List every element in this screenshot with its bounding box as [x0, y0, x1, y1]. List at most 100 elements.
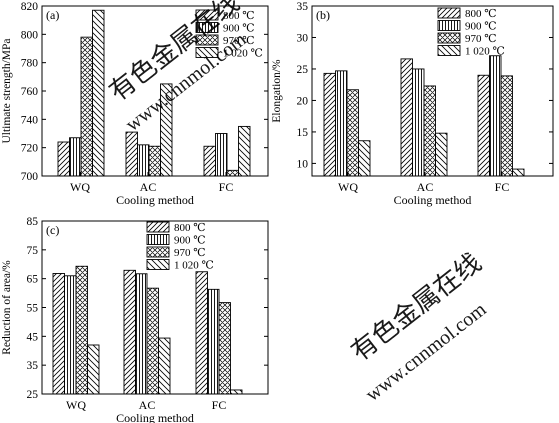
bar-ac-series-3: [158, 337, 171, 395]
bar-wq-series-1: [69, 137, 82, 177]
y-tick-label: 55: [27, 303, 39, 315]
bar-fc-series-3: [230, 389, 243, 395]
panel-label: (a): [46, 8, 59, 22]
legend-label: 1 020 ℃: [174, 260, 214, 272]
bar-ac-series-1: [412, 68, 425, 177]
chart-panel-c: 25 35 45 55 65 75 85 (c) Reduction of area/% Cool…: [1, 216, 269, 423]
x-tick-label: WQ: [66, 398, 86, 412]
y-tick-label: 85: [27, 216, 39, 228]
y-tick-label: 740: [21, 114, 39, 126]
y-tick-label: 820: [21, 1, 39, 13]
y-tick-label: 700: [21, 171, 39, 183]
bar-wq-series-0: [323, 72, 336, 177]
legend-label: 970 ℃: [174, 247, 206, 259]
bar-fc-series-0: [203, 145, 216, 177]
bar-wq-series-2: [346, 89, 359, 177]
legend-label: 800 ℃: [465, 8, 497, 20]
legend-label: 970 ℃: [465, 33, 497, 45]
bar-fc-series-2: [226, 169, 239, 177]
legend-swatch: [195, 47, 219, 58]
bar-ac-series-0: [123, 269, 136, 395]
y-tick-label: 720: [21, 143, 39, 155]
y-axis-label: Ultimate strength/MPa: [1, 38, 13, 143]
legend-label: 800 ℃: [174, 222, 206, 234]
bar-fc-series-0: [477, 74, 490, 177]
y-tick-label: 75: [27, 245, 39, 257]
y-tick-label: 760: [21, 86, 39, 98]
legend-label: 1 020 ℃: [223, 48, 263, 60]
legend-swatch: [146, 234, 170, 245]
y-tick-label: 25: [297, 64, 309, 76]
bar-wq-series-3: [87, 344, 100, 395]
y-axis-label: Reduction of area/%: [1, 260, 13, 355]
legend-swatch: [146, 221, 170, 233]
bar-fc-series-0: [195, 271, 208, 395]
legend-swatch: [146, 246, 170, 258]
bar-ac-series-0: [125, 131, 138, 177]
x-axis-label: Cooling method: [116, 193, 194, 207]
legend-swatch: [195, 22, 219, 33]
legend-swatch: [437, 20, 461, 31]
y-axis-label: Elongation/%: [271, 59, 283, 123]
legend-label: 1 020 ℃: [465, 46, 505, 58]
y-tick-label: 15: [297, 127, 309, 139]
y-tick-label: 10: [297, 158, 309, 170]
bar-ac-series-2: [148, 145, 161, 177]
bar-wq-series-3: [358, 140, 371, 177]
y-tick-label: 35: [27, 360, 39, 372]
bar-wq-series-2: [75, 265, 88, 395]
legend-swatch: [437, 32, 461, 44]
bar-fc-series-2: [218, 302, 231, 395]
legend-swatch: [437, 45, 461, 56]
legend-swatch: [146, 259, 170, 270]
bar-wq-series-0: [57, 141, 70, 177]
x-tick-label: WQ: [338, 180, 358, 194]
x-tick-label: FC: [212, 398, 227, 412]
bar-ac-series-1: [135, 273, 148, 395]
x-axis-label: Cooling method: [116, 411, 194, 423]
panel-label: (b): [316, 8, 330, 22]
bar-ac-series-2: [146, 287, 159, 395]
bar-wq-series-2: [80, 36, 93, 177]
bar-fc-series-3: [512, 168, 525, 177]
y-tick-label: 800: [21, 29, 39, 41]
x-tick-label: AC: [417, 180, 434, 194]
bar-fc-series-3: [238, 125, 251, 177]
y-tick-label: 30: [297, 32, 309, 44]
legend-label: 900 ℃: [174, 235, 206, 247]
bar-fc-series-2: [500, 75, 513, 177]
bar-ac-series-3: [435, 132, 448, 177]
y-tick-label: 35: [297, 1, 309, 13]
legend-label: 800 ℃: [223, 10, 255, 22]
bar-ac-series-2: [423, 85, 436, 177]
x-tick-label: FC: [219, 180, 234, 194]
bar-ac-series-1: [137, 144, 150, 177]
y-tick-label: 45: [27, 331, 39, 343]
legend-swatch: [195, 34, 219, 46]
panel-label: (c): [46, 223, 59, 237]
y-tick-label: 65: [27, 274, 39, 286]
y-tick-label: 25: [27, 389, 39, 401]
bar-wq-series-0: [52, 273, 65, 395]
y-tick-label: 20: [297, 95, 309, 107]
x-tick-label: AC: [140, 180, 157, 194]
y-tick-label: 780: [21, 58, 39, 70]
bar-ac-series-0: [400, 58, 413, 177]
x-tick-label: AC: [139, 398, 156, 412]
bar-fc-series-1: [489, 55, 502, 177]
bar-ac-series-3: [160, 83, 173, 177]
x-tick-label: FC: [495, 180, 510, 194]
legend-label: 900 ℃: [465, 21, 497, 33]
legend-label: 900 ℃: [223, 23, 255, 35]
bar-fc-series-1: [215, 133, 228, 177]
bar-fc-series-1: [207, 288, 220, 395]
chart-panel-a: 700 720 740 760 780 800 820 (a) Ultimate strengt…: [1, 1, 269, 207]
x-axis-label: Cooling method: [394, 193, 472, 207]
legend-label: 970 ℃: [223, 35, 255, 47]
chart-panel-b: 10 15 20 25 30 35 (b) Elongation/% Cooling metho…: [271, 1, 554, 207]
bar-wq-series-3: [92, 9, 105, 177]
x-tick-label: WQ: [70, 180, 90, 194]
legend-swatch: [437, 7, 461, 19]
bar-wq-series-1: [335, 70, 348, 177]
